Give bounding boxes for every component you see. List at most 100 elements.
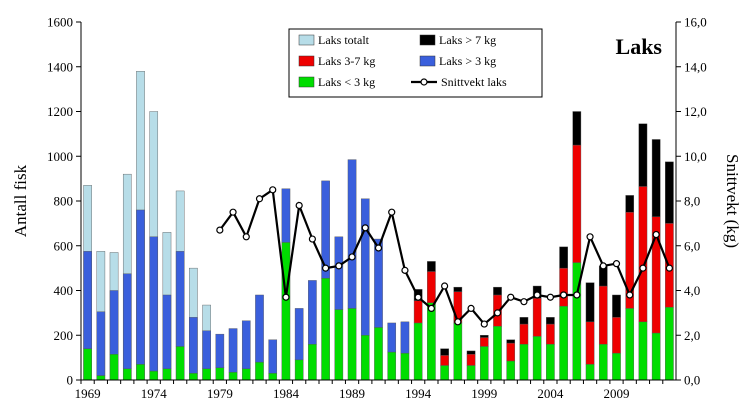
mean-weight-point-1997 bbox=[454, 318, 462, 326]
y2-axis-title: Snittvekt (kg) bbox=[723, 154, 742, 248]
bar-over3-1992 bbox=[387, 322, 397, 353]
mean-weight-point-2000 bbox=[493, 309, 502, 317]
bar-small-2010 bbox=[625, 308, 635, 381]
y-tick-label: 800 bbox=[54, 194, 74, 209]
bar-big-2004 bbox=[546, 317, 555, 325]
bar-small-1990 bbox=[360, 335, 370, 381]
legend-swatch-over3 bbox=[419, 55, 436, 67]
bar-big-1995 bbox=[427, 261, 436, 272]
bar-small-1988 bbox=[334, 309, 344, 381]
x-tick-label: 1984 bbox=[273, 386, 300, 401]
bar-small-2007 bbox=[585, 364, 595, 381]
legend-frame bbox=[288, 28, 543, 98]
bar-mid-2002 bbox=[519, 323, 529, 345]
bar-big-2010 bbox=[625, 195, 635, 213]
mean-weight-point-1999 bbox=[480, 320, 488, 328]
mean-weight-point-1998 bbox=[467, 304, 475, 312]
legend-label-total: Laks totalt bbox=[318, 33, 370, 47]
y-tick-label: 1200 bbox=[47, 104, 73, 119]
mean-weight-point-1981 bbox=[242, 233, 250, 241]
mean-weight-point-1988 bbox=[335, 262, 343, 270]
legend-label-mean: Snittvekt laks bbox=[441, 75, 507, 89]
bar-small-1981 bbox=[241, 368, 251, 381]
bar-mid-1996 bbox=[440, 355, 449, 366]
y-tick-label: 1600 bbox=[47, 15, 73, 30]
mean-weight-point-1992 bbox=[388, 208, 396, 216]
bar-small-1993 bbox=[400, 352, 410, 381]
mean-weight-point-1990 bbox=[361, 224, 369, 232]
bar-over3-1984 bbox=[281, 188, 291, 243]
legend-label-mid: Laks 3-7 kg bbox=[318, 54, 375, 68]
bar-big-2013 bbox=[665, 161, 674, 224]
bar-over3-1988 bbox=[334, 236, 344, 310]
bar-mid-2007 bbox=[585, 321, 595, 365]
bar-mid-2009 bbox=[612, 317, 621, 354]
bar-small-1969 bbox=[83, 348, 92, 381]
bar-mid-2004 bbox=[546, 323, 555, 345]
x-tick-label: 1994 bbox=[405, 386, 432, 401]
x-tick-label: 2004 bbox=[537, 386, 564, 401]
bar-over3-1970 bbox=[96, 311, 106, 376]
y2-tick-label: 0,0 bbox=[684, 373, 700, 388]
bar-over3-1987 bbox=[321, 180, 330, 279]
bar-over3-1980 bbox=[228, 328, 238, 373]
mean-weight-point-2003 bbox=[533, 291, 541, 299]
y2-tick-label: 10,0 bbox=[684, 149, 707, 164]
bar-big-1997 bbox=[453, 286, 463, 292]
bar-big-1996 bbox=[440, 348, 449, 356]
y-tick-label: 200 bbox=[54, 328, 74, 343]
bar-small-1978 bbox=[202, 368, 211, 381]
bar-small-1989 bbox=[347, 308, 357, 381]
bar-big-2007 bbox=[585, 282, 595, 323]
bar-over3-1973 bbox=[136, 209, 145, 365]
bar-over3-1979 bbox=[215, 333, 225, 368]
bar-over3-1993 bbox=[400, 321, 410, 354]
axes-layer: 0 200 400 600 800 1000 1200 1400 1600 0,0 2,0 4,0 6,… bbox=[47, 15, 707, 402]
bar-small-1976 bbox=[175, 346, 185, 381]
bar-small-2012 bbox=[651, 332, 661, 381]
x-tick-label: 1989 bbox=[339, 386, 365, 401]
bar-small-1999 bbox=[479, 346, 489, 381]
bar-big-2001 bbox=[506, 339, 516, 344]
bar-mid-1994 bbox=[413, 300, 423, 324]
bar-big-2002 bbox=[519, 317, 529, 325]
mean-weight-point-2011 bbox=[639, 264, 647, 272]
bar-big-1998 bbox=[466, 350, 476, 355]
mean-weight-point-1984 bbox=[282, 293, 290, 301]
bar-small-1991 bbox=[374, 327, 383, 381]
bar-small-1984 bbox=[281, 242, 291, 381]
bar-small-1971 bbox=[109, 354, 119, 381]
mean-weight-point-1991 bbox=[374, 244, 383, 252]
mean-weight-point-1987 bbox=[322, 264, 330, 272]
bar-over3-1974 bbox=[149, 236, 159, 372]
x-tick-label: 2009 bbox=[604, 386, 630, 401]
bar-small-1982 bbox=[255, 361, 264, 381]
bar-over3-1986 bbox=[308, 280, 317, 345]
bar-small-2001 bbox=[506, 360, 516, 381]
mean-weight-point-2004 bbox=[546, 293, 554, 301]
y-tick-label: 1400 bbox=[47, 59, 73, 74]
legend: Laks totalt Laks 3-7 kg Laks < 3 kg Laks… bbox=[288, 28, 543, 98]
mean-weight-point-1994 bbox=[414, 293, 422, 301]
bar-small-2002 bbox=[519, 344, 529, 381]
mean-weight-point-2002 bbox=[520, 298, 528, 306]
bar-mid-2005 bbox=[559, 267, 568, 307]
mean-weight-point-2008 bbox=[599, 262, 607, 270]
legend-swatch-big bbox=[419, 34, 436, 46]
y-tick-label: 600 bbox=[54, 238, 74, 253]
y2-tick-label: 6,0 bbox=[684, 238, 700, 253]
chart-title: Laks bbox=[616, 34, 663, 59]
y-tick-label: 400 bbox=[54, 283, 74, 298]
bar-small-1997 bbox=[453, 322, 463, 381]
bar-over3-1969 bbox=[83, 251, 92, 349]
bar-small-1998 bbox=[466, 365, 476, 381]
mean-weight-point-1989 bbox=[348, 253, 356, 261]
y2-tick-label: 16,0 bbox=[684, 15, 707, 30]
bar-mid-2001 bbox=[506, 342, 516, 362]
bar-over3-1985 bbox=[294, 308, 304, 361]
bars-layer bbox=[83, 71, 674, 381]
bar-over3-1978 bbox=[202, 330, 211, 370]
mean-weight-point-1985 bbox=[295, 201, 303, 210]
bar-small-1992 bbox=[387, 351, 397, 381]
mean-weight-point-1980 bbox=[229, 208, 237, 216]
